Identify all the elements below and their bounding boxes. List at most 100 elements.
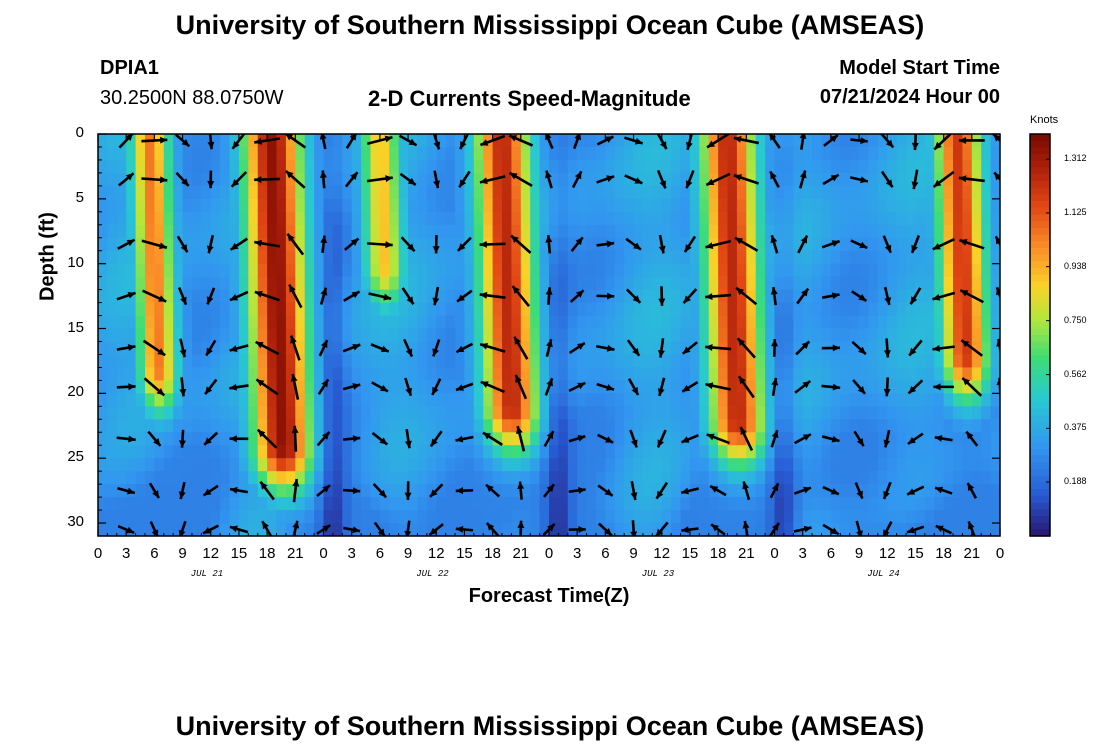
heat-cell <box>953 367 964 381</box>
heat-cell <box>896 406 907 420</box>
current-arrow <box>656 169 667 189</box>
heat-cell <box>821 172 832 187</box>
heat-cell <box>229 146 240 161</box>
heat-cell <box>661 497 672 511</box>
heat-cell <box>934 224 945 239</box>
heat-cell <box>746 289 757 304</box>
heat-cell <box>323 315 334 330</box>
heat-cell <box>342 497 353 511</box>
heat-cell <box>107 302 118 317</box>
heat-cell <box>502 458 513 472</box>
heat-cell <box>558 237 569 252</box>
heat-cell <box>389 263 400 278</box>
arrow-head <box>958 175 967 183</box>
heat-cell <box>445 159 456 174</box>
heat-cell <box>718 172 729 187</box>
heat-cell <box>276 484 287 498</box>
heat-cell <box>699 146 710 161</box>
heat-cell <box>267 146 278 161</box>
heat-cell <box>821 419 832 433</box>
heat-cell <box>802 263 813 278</box>
heat-cell <box>455 224 466 239</box>
heat-cell <box>868 367 879 381</box>
heat-cell <box>455 458 466 472</box>
y-tick-label: 25 <box>67 448 84 466</box>
heat-cell <box>276 497 287 511</box>
heat-cell <box>605 224 616 239</box>
heat-cell <box>276 510 287 524</box>
heat-cell <box>257 497 268 511</box>
current-arrow <box>372 482 388 499</box>
heat-cell <box>755 406 766 420</box>
arrow-head <box>733 174 742 181</box>
heat-cell <box>718 237 729 252</box>
heat-cell <box>830 224 841 239</box>
heat-cell <box>671 419 682 433</box>
heat-cell <box>520 393 531 407</box>
heat-cell <box>840 328 851 343</box>
heat-cell <box>135 484 146 498</box>
heat-cell <box>398 445 409 459</box>
heat-cell <box>614 484 625 498</box>
heat-cell <box>642 484 653 498</box>
heat-cell <box>577 380 588 394</box>
heat-cell <box>389 341 400 356</box>
heat-cell <box>962 458 973 472</box>
heat-cell <box>953 354 964 369</box>
heat-cell <box>981 302 992 317</box>
colorbar-segment <box>1030 147 1050 155</box>
heat-cell <box>539 211 550 226</box>
heat-cell <box>389 393 400 407</box>
heat-cell <box>417 445 428 459</box>
heat-cell <box>755 367 766 381</box>
heat-cell <box>896 445 907 459</box>
heat-cell <box>567 146 578 161</box>
heat-cell <box>455 367 466 381</box>
heat-cell <box>802 510 813 524</box>
heat-cell <box>708 406 719 420</box>
heat-cell <box>765 237 776 252</box>
current-arrow <box>629 429 638 448</box>
heat-cell <box>436 328 447 343</box>
heat-cell <box>201 263 212 278</box>
heat-cell <box>962 198 973 213</box>
heat-cell <box>492 406 503 420</box>
heat-cell <box>295 497 306 511</box>
heat-cell <box>812 237 823 252</box>
heat-cell <box>445 224 456 239</box>
heat-cell <box>398 458 409 472</box>
arrow-head <box>262 521 269 530</box>
heat-cell <box>436 419 447 433</box>
heat-cell <box>962 354 973 369</box>
heat-cell <box>934 354 945 369</box>
arrow-head <box>705 344 713 351</box>
heat-cell <box>774 523 785 536</box>
heat-cell <box>708 419 719 433</box>
heat-cell <box>652 237 663 252</box>
heat-cell <box>549 406 559 420</box>
heat-cell <box>144 367 155 381</box>
heat-cell <box>877 393 888 407</box>
arrow-head <box>958 137 967 144</box>
current-arrow <box>960 339 984 357</box>
arrow-head <box>158 295 167 302</box>
heat-cell <box>295 172 306 187</box>
heat-cell <box>642 458 653 472</box>
heat-cell <box>840 354 851 369</box>
heat-cell <box>830 497 841 511</box>
heat-cell <box>182 172 193 187</box>
heat-cell <box>370 159 381 174</box>
heat-cell <box>558 224 569 239</box>
heat-cell <box>323 328 334 343</box>
heat-cell <box>332 471 343 485</box>
heat-cell <box>135 445 146 459</box>
heat-cell <box>962 484 973 498</box>
heat-cell <box>210 367 221 381</box>
heat-cell <box>389 146 400 161</box>
heat-cell <box>924 146 935 161</box>
heat-cell <box>332 134 343 148</box>
heat-cell <box>567 276 578 291</box>
heat-cell <box>426 458 437 472</box>
current-arrow <box>116 383 136 391</box>
arrow-head <box>206 347 213 356</box>
